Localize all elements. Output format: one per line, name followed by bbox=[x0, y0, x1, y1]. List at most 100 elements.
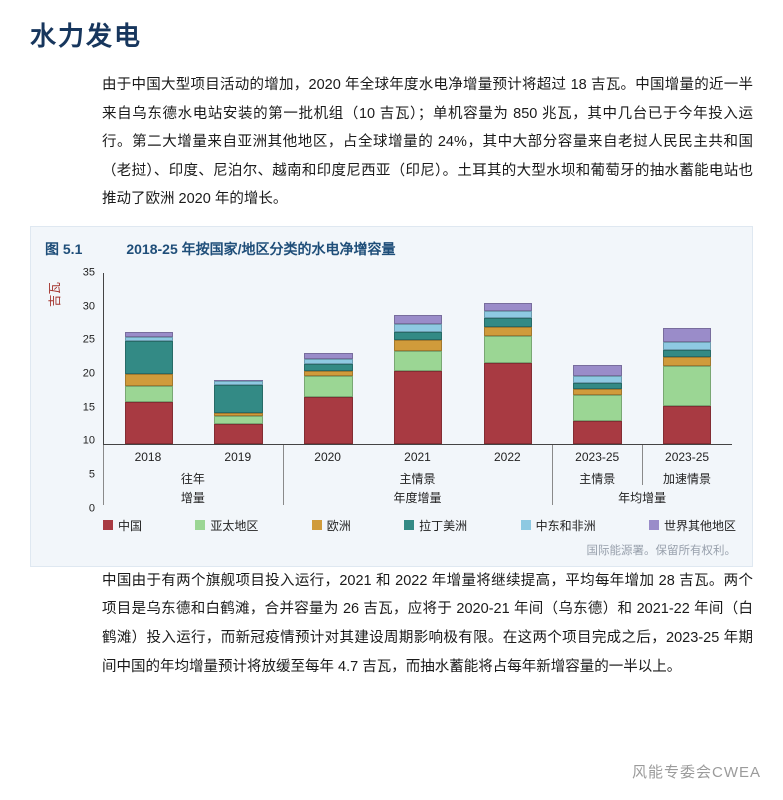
legend-item-亚太地区: 亚太地区 bbox=[195, 517, 258, 534]
bar-segment-拉丁美洲 bbox=[124, 340, 174, 374]
bar-segment-拉丁美洲 bbox=[304, 364, 353, 371]
x-axis-band: 2018 2019 2020 2021 2022 2023-25 2023-25 往年 主情景 主… bbox=[103, 444, 732, 509]
bar-segment-亚太地区 bbox=[662, 365, 712, 406]
x-tick-label: 2021 bbox=[404, 449, 431, 464]
bar-slot bbox=[283, 273, 373, 444]
legend-swatch-icon bbox=[103, 520, 113, 531]
figure-header: 图 5.1 2018-25 年按国家/地区分类的水电净增容量 bbox=[39, 235, 742, 267]
x-tick-label: 2023-25 bbox=[665, 449, 710, 464]
bar-slot bbox=[553, 273, 643, 444]
y-tick-label: 0 bbox=[88, 502, 95, 515]
chart: 吉瓦 0 5 10 15 20 25 30 35 2018 2019 2020 2021 2022 20… bbox=[48, 267, 732, 514]
y-tick-label: 10 bbox=[82, 434, 95, 447]
stacked-bar-2020-2 bbox=[304, 273, 353, 444]
legend-label: 亚太地区 bbox=[210, 518, 259, 533]
bar-segment-中东和非洲 bbox=[124, 336, 174, 341]
bar-segment-欧洲 bbox=[573, 388, 622, 396]
legend-swatch-icon bbox=[520, 520, 531, 531]
bar-segment-中东和非洲 bbox=[304, 359, 353, 365]
bar-segment-中国 bbox=[214, 423, 263, 444]
scenario-separator bbox=[642, 444, 644, 485]
bar-segment-亚太地区 bbox=[483, 336, 532, 364]
y-tick-label: 20 bbox=[82, 367, 95, 380]
bar-segment-中东和非洲 bbox=[483, 311, 532, 319]
bar-segment-拉丁美洲 bbox=[483, 318, 532, 327]
page-title: 水力发电 bbox=[30, 21, 143, 51]
legend-swatch-icon bbox=[311, 520, 322, 531]
group-separator bbox=[103, 444, 104, 505]
bar-segment-拉丁美洲 bbox=[393, 332, 443, 341]
figure-title: 2018-25 年按国家/地区分类的水电净增容量 bbox=[126, 240, 396, 257]
bar-segment-世界其他地区 bbox=[393, 315, 443, 325]
bar-segment-中东和非洲 bbox=[662, 341, 712, 350]
bar-segment-拉丁美洲 bbox=[573, 382, 622, 389]
x-tick-label: 2023-25 bbox=[575, 449, 620, 464]
x-tick-label: 2022 bbox=[493, 449, 521, 464]
legend-label: 中东和非洲 bbox=[535, 518, 596, 533]
bar-segment-欧洲 bbox=[304, 370, 353, 377]
intro-paragraph: 由于中国大型项目活动的增加，2020 年全球年度水电净增量预计将超过 18 吉瓦… bbox=[102, 77, 753, 208]
legend-item-中国: 中国 bbox=[103, 517, 142, 534]
figure-number: 图 5.1 bbox=[45, 240, 83, 257]
bar-segment-欧洲 bbox=[662, 357, 712, 366]
bar-segment-欧洲 bbox=[483, 326, 532, 337]
y-axis-unit-label: 吉瓦 bbox=[48, 281, 63, 307]
stacked-bar-2023-25-6 bbox=[662, 273, 712, 444]
bar-segment-世界其他地区 bbox=[214, 379, 263, 382]
x-tick-label: 2020 bbox=[314, 449, 341, 464]
plot-area bbox=[103, 272, 732, 445]
x-group-label: 增量 bbox=[180, 490, 205, 505]
legend-swatch-icon bbox=[404, 520, 415, 531]
x-tick-label: 2018 bbox=[134, 449, 162, 464]
bar-segment-中东和非洲 bbox=[393, 324, 443, 333]
legend-item-欧洲: 欧洲 bbox=[311, 517, 351, 534]
legend-item-中东和非洲: 中东和非洲 bbox=[520, 517, 596, 534]
bar-slot bbox=[104, 273, 194, 444]
bar-segment-中国 bbox=[573, 420, 622, 444]
x-group-label-scenario: 加速情景 bbox=[663, 471, 712, 486]
bar-slot bbox=[463, 273, 553, 444]
x-group-label: 年度增量 bbox=[393, 490, 442, 505]
legend-item-拉丁美洲: 拉丁美洲 bbox=[404, 517, 467, 534]
legend-label: 欧洲 bbox=[326, 518, 351, 533]
bar-segment-世界其他地区 bbox=[124, 331, 174, 337]
bar-segment-欧洲 bbox=[124, 373, 174, 386]
y-tick-label: 5 bbox=[88, 468, 95, 481]
bar-segment-世界其他地区 bbox=[304, 353, 353, 360]
bar-segment-中国 bbox=[393, 370, 443, 444]
source-note: 国际能源署。保留所有权利。 bbox=[586, 544, 737, 557]
chart-legend: 中国 亚太地区 欧洲 拉丁美洲 中东和非洲 世界其他地区 bbox=[103, 517, 736, 534]
legend-label: 拉丁美洲 bbox=[419, 518, 468, 533]
legend-label: 中国 bbox=[118, 518, 143, 533]
bar-segment-亚太地区 bbox=[214, 416, 263, 424]
bar-segment-中东和非洲 bbox=[214, 381, 263, 386]
legend-swatch-icon bbox=[648, 520, 659, 531]
figure-panel: 图 5.1 2018-25 年按国家/地区分类的水电净增容量 吉瓦 0 5 10 15… bbox=[30, 225, 753, 567]
x-group-label-scenario: 主情景 bbox=[579, 471, 616, 486]
bar-segment-欧洲 bbox=[393, 340, 443, 351]
x-tick-label: 2019 bbox=[224, 449, 252, 464]
stacked-bar-2019-1 bbox=[214, 273, 263, 444]
bar-segment-亚太地区 bbox=[573, 395, 622, 421]
bar-segment-世界其他地区 bbox=[573, 364, 622, 376]
body-paragraph: 中国由于有两个旗舰项目投入运行，2021 和 2022 年增量将继续提高，平均每… bbox=[102, 572, 753, 675]
bar-segment-世界其他地区 bbox=[483, 302, 532, 312]
group-separator bbox=[552, 444, 554, 505]
stacked-bar-2023-25-5 bbox=[573, 273, 622, 444]
bar-segment-拉丁美洲 bbox=[662, 349, 712, 358]
legend-item-世界其他地区: 世界其他地区 bbox=[648, 517, 736, 534]
x-group-label-scenario: 往年 bbox=[180, 471, 205, 486]
bar-segment-亚太地区 bbox=[124, 385, 174, 403]
report-page: 水力发电 由于中国大型项目活动的增加，2020 年全球年度水电净增量预计将超过 … bbox=[30, 21, 753, 675]
y-tick-label: 35 bbox=[82, 266, 95, 279]
bar-segment-世界其他地区 bbox=[662, 328, 712, 342]
bar-segment-中东和非洲 bbox=[573, 375, 622, 383]
bar-segment-亚太地区 bbox=[304, 376, 353, 398]
stacked-bar-2018-0 bbox=[124, 273, 174, 444]
bar-slot bbox=[373, 273, 463, 444]
stacked-bar-2022-4 bbox=[483, 273, 532, 444]
x-group-label: 年均增量 bbox=[618, 490, 667, 505]
legend-label: 世界其他地区 bbox=[663, 518, 736, 533]
y-tick-label: 30 bbox=[82, 300, 95, 313]
stacked-bar-2021-3 bbox=[393, 273, 443, 444]
